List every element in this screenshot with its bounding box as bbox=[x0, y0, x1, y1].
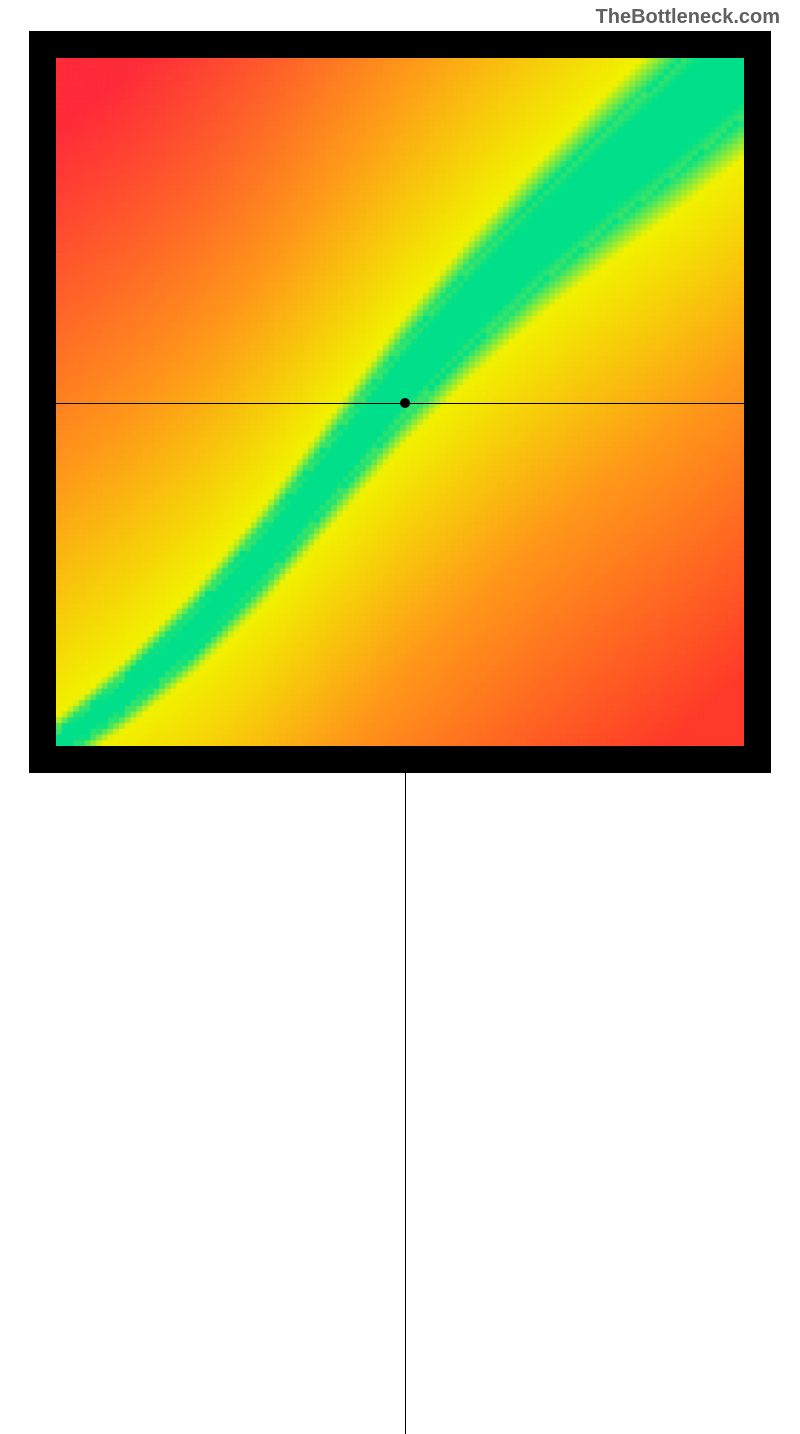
chart-plot-area bbox=[56, 58, 744, 746]
page-container: TheBottleneck.com bbox=[0, 0, 800, 800]
data-point-marker bbox=[400, 398, 410, 408]
chart-frame bbox=[29, 31, 771, 773]
attribution-text: TheBottleneck.com bbox=[596, 6, 780, 29]
crosshair-vertical bbox=[405, 746, 406, 1434]
